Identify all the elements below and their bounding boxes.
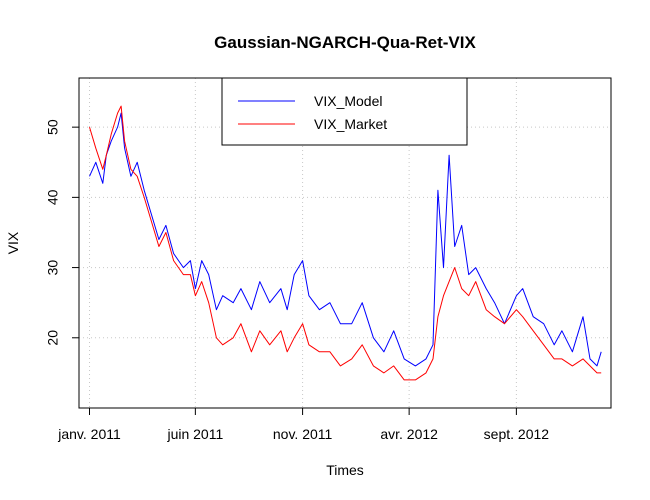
y-tick-label-0: 20	[45, 330, 61, 346]
series-layer	[89, 105, 602, 381]
x-tick-label-2: nov. 2011	[273, 426, 333, 442]
legend: VIX_Model VIX_Market	[221, 77, 468, 146]
y-axis: 20 30 40 50	[45, 119, 80, 346]
y-tick-label-3: 50	[45, 119, 61, 135]
legend-label-market: VIX_Market	[314, 116, 387, 132]
x-tick-label-3: avr. 2012	[380, 426, 438, 442]
x-tick-label-4: sept. 2012	[484, 426, 550, 442]
chart-title: Gaussian-NGARCH-Qua-Ret-VIX	[214, 33, 476, 52]
series-line-vix-model	[89, 112, 602, 367]
x-axis: janv. 2011 juin 2011 nov. 2011 avr. 2012 sep…	[57, 407, 550, 442]
y-axis-label: VIX	[5, 231, 21, 254]
legend-box	[221, 77, 468, 146]
legend-label-model: VIX_Model	[314, 93, 382, 109]
x-tick-label-0: janv. 2011	[57, 426, 121, 442]
grid	[79, 78, 611, 408]
series-line-vix-market	[89, 105, 602, 381]
y-tick-label-2: 40	[45, 189, 61, 205]
x-axis-label: Times	[326, 462, 364, 478]
y-tick-label-1: 30	[45, 260, 61, 276]
x-tick-label-1: juin 2011	[166, 426, 223, 442]
